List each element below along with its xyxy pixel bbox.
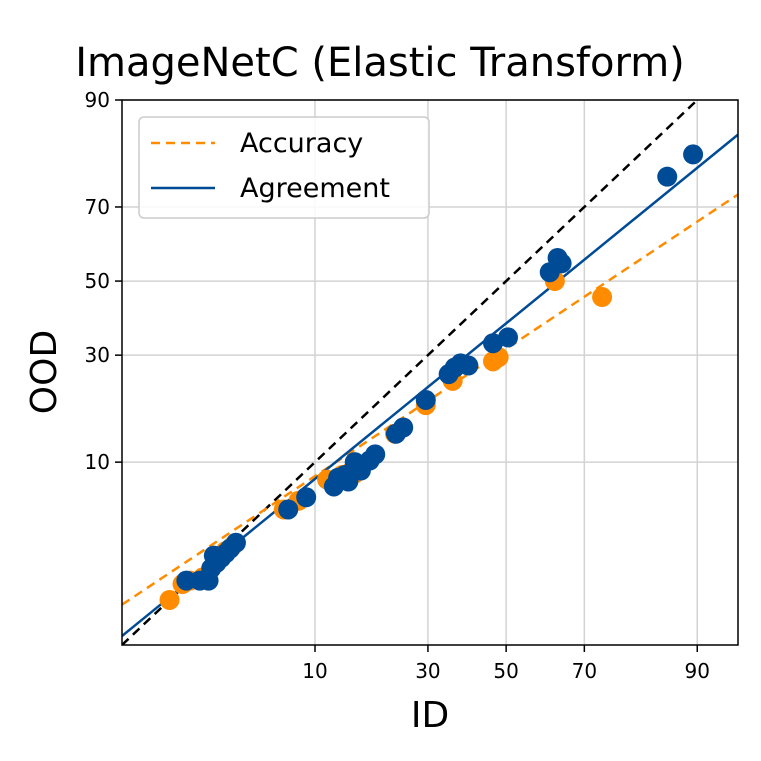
accuracy-point — [592, 287, 613, 308]
agreement-point — [296, 487, 317, 508]
agreement-point — [365, 444, 386, 465]
agreement-point — [225, 532, 246, 553]
agreement-points — [176, 144, 704, 591]
y-tick-label: 50 — [85, 269, 110, 293]
y-ticks: 10 30 50 70 90 — [85, 88, 122, 474]
agreement-point — [551, 253, 572, 274]
agreement-point — [683, 144, 704, 165]
y-tick-label: 10 — [85, 450, 110, 474]
y-tick-label: 70 — [85, 195, 110, 219]
agreement-point — [415, 389, 436, 410]
y-axis-label: OOD — [24, 330, 65, 414]
agreement-point — [483, 333, 504, 354]
x-ticks: 10 30 50 70 90 — [302, 645, 710, 683]
legend: Accuracy Agreement — [138, 116, 430, 219]
y-tick-label: 90 — [85, 88, 110, 112]
x-tick-label: 50 — [493, 659, 518, 683]
x-tick-label: 90 — [685, 659, 710, 683]
x-tick-label: 30 — [415, 659, 440, 683]
y-tick-label: 30 — [85, 343, 110, 367]
agreement-point — [498, 327, 519, 348]
x-tick-label: 70 — [572, 659, 597, 683]
agreement-point — [458, 355, 479, 376]
plot-frame — [121, 99, 739, 646]
plot-area — [122, 100, 738, 645]
legend-agreement-label: Agreement — [240, 173, 390, 204]
x-axis-label: ID — [411, 695, 449, 736]
agreement-point — [657, 166, 678, 187]
x-tick-label: 10 — [302, 659, 327, 683]
legend-accuracy-label: Accuracy — [240, 128, 363, 159]
agreement-point — [278, 499, 299, 520]
accuracy-point — [159, 589, 180, 610]
accuracy-fit-line — [122, 193, 738, 606]
chart-title: ImageNetC (Elastic Transform) — [75, 40, 685, 86]
agreement-point — [393, 417, 414, 438]
